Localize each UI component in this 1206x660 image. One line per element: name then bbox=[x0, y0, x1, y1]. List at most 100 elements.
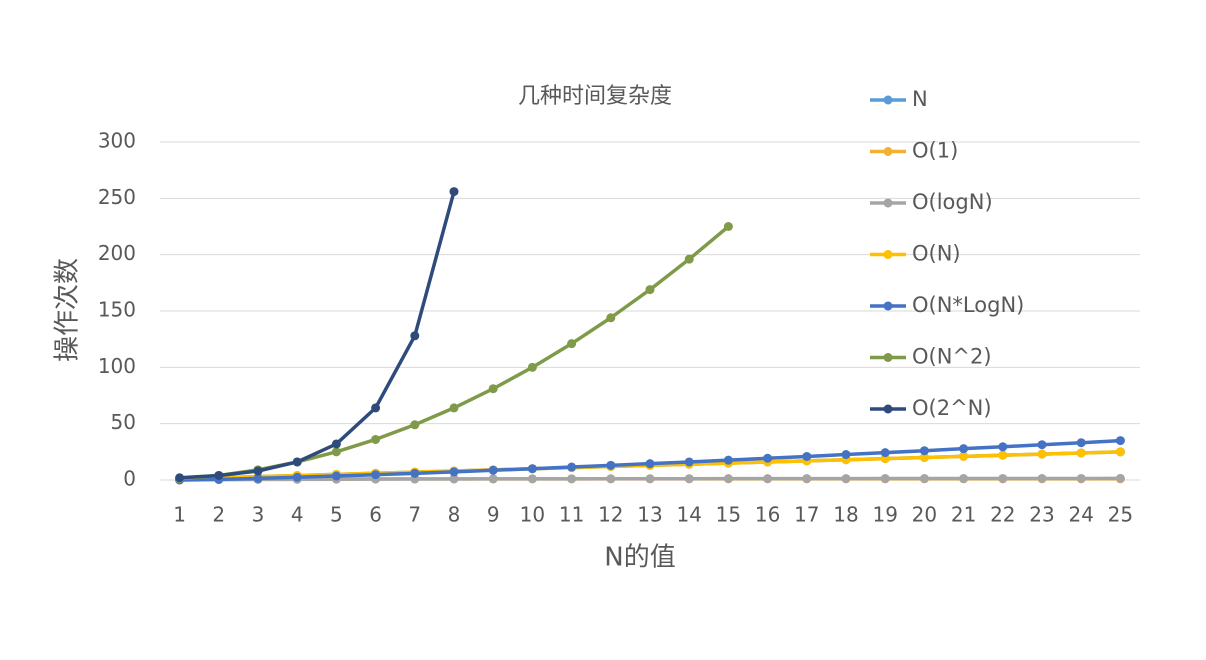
legend-marker bbox=[883, 95, 893, 105]
data-point bbox=[1037, 449, 1047, 459]
data-point bbox=[1115, 447, 1125, 457]
data-point bbox=[1037, 440, 1047, 450]
legend-label: O(2^N) bbox=[912, 396, 992, 420]
legend-label: O(logN) bbox=[912, 190, 993, 214]
data-point bbox=[410, 468, 420, 478]
data-point bbox=[527, 474, 537, 484]
x-tick-label: 3 bbox=[252, 503, 265, 527]
x-tick-label: 13 bbox=[637, 503, 662, 527]
data-point bbox=[723, 222, 733, 231]
data-point bbox=[998, 473, 1008, 483]
data-point bbox=[371, 434, 381, 444]
data-point bbox=[488, 384, 498, 394]
x-axis-label: N的值 bbox=[604, 543, 675, 573]
data-point bbox=[527, 464, 537, 474]
data-point bbox=[959, 474, 969, 484]
x-tick-label: 1 bbox=[173, 503, 186, 527]
data-point bbox=[253, 466, 263, 476]
x-tick-label: 7 bbox=[408, 503, 421, 527]
x-tick-label: 25 bbox=[1108, 503, 1133, 527]
x-tick-label: 19 bbox=[872, 503, 897, 527]
x-tick-label: 9 bbox=[487, 503, 500, 527]
data-point bbox=[1076, 438, 1086, 448]
x-tick-label: 2 bbox=[212, 503, 225, 527]
x-tick-label: 23 bbox=[1029, 503, 1054, 527]
y-tick-label: 100 bbox=[98, 354, 136, 378]
legend-marker bbox=[883, 250, 893, 259]
data-point bbox=[410, 420, 420, 430]
x-tick-label: 12 bbox=[598, 503, 623, 527]
x-tick-label: 24 bbox=[1068, 503, 1093, 527]
data-point bbox=[371, 403, 381, 413]
y-tick-label: 0 bbox=[123, 467, 136, 491]
x-tick-label: 4 bbox=[291, 503, 304, 527]
data-point bbox=[763, 474, 773, 484]
x-tick-label: 6 bbox=[369, 503, 382, 527]
data-point bbox=[1115, 436, 1125, 446]
data-point bbox=[802, 451, 812, 461]
data-point bbox=[645, 285, 655, 295]
data-point bbox=[331, 471, 341, 481]
data-point bbox=[723, 455, 733, 465]
series-line bbox=[179, 225, 730, 481]
data-point bbox=[723, 474, 733, 484]
data-point bbox=[175, 473, 185, 483]
data-point bbox=[488, 465, 498, 475]
legend-label: O(N) bbox=[912, 242, 961, 266]
data-point bbox=[606, 474, 616, 484]
legend-marker bbox=[883, 147, 893, 156]
data-point bbox=[880, 474, 890, 484]
y-tick-label: 50 bbox=[111, 410, 136, 434]
data-point bbox=[763, 453, 773, 463]
data-point bbox=[527, 362, 537, 372]
data-point bbox=[292, 457, 302, 467]
data-point bbox=[567, 462, 577, 472]
x-tick-label: 20 bbox=[912, 503, 937, 527]
data-point bbox=[645, 474, 655, 484]
legend-marker bbox=[883, 198, 893, 208]
series-line bbox=[179, 191, 456, 480]
chart-title: 几种时间复杂度 bbox=[518, 84, 672, 109]
data-point bbox=[1076, 448, 1086, 458]
y-tick-label: 150 bbox=[98, 298, 136, 322]
x-tick-label: 21 bbox=[951, 503, 976, 527]
data-point bbox=[919, 446, 929, 456]
data-point bbox=[488, 474, 498, 484]
y-tick-label: 250 bbox=[98, 185, 136, 209]
data-point bbox=[645, 459, 655, 469]
y-tick-label: 300 bbox=[98, 129, 136, 153]
x-tick-label: 10 bbox=[520, 503, 545, 527]
data-point bbox=[606, 313, 616, 323]
x-tick-label: 8 bbox=[448, 503, 461, 527]
x-tick-label: 22 bbox=[990, 503, 1015, 527]
data-point bbox=[802, 474, 812, 484]
x-tick-label: 11 bbox=[559, 503, 584, 527]
data-point bbox=[959, 444, 969, 454]
x-tick-label: 15 bbox=[716, 503, 741, 527]
data-point bbox=[998, 450, 1008, 460]
legend-label: O(1) bbox=[912, 139, 958, 163]
data-point bbox=[684, 474, 694, 484]
data-point bbox=[410, 331, 420, 341]
data-point bbox=[331, 439, 341, 449]
data-point bbox=[567, 474, 577, 484]
data-point bbox=[880, 448, 890, 458]
data-point bbox=[919, 474, 929, 484]
data-point bbox=[253, 473, 263, 483]
data-point bbox=[449, 187, 459, 197]
data-point bbox=[331, 447, 341, 457]
data-point bbox=[1037, 473, 1047, 483]
data-point bbox=[567, 339, 577, 349]
data-point bbox=[449, 403, 459, 413]
legend-label: O(N^2) bbox=[912, 345, 992, 369]
data-point bbox=[1076, 473, 1086, 483]
data-point bbox=[998, 442, 1008, 452]
x-tick-label: 14 bbox=[676, 503, 701, 527]
data-point bbox=[919, 452, 929, 462]
data-point bbox=[449, 474, 459, 484]
data-point bbox=[449, 467, 459, 477]
data-point bbox=[959, 451, 969, 461]
data-point bbox=[1115, 473, 1125, 483]
data-point bbox=[214, 470, 224, 480]
